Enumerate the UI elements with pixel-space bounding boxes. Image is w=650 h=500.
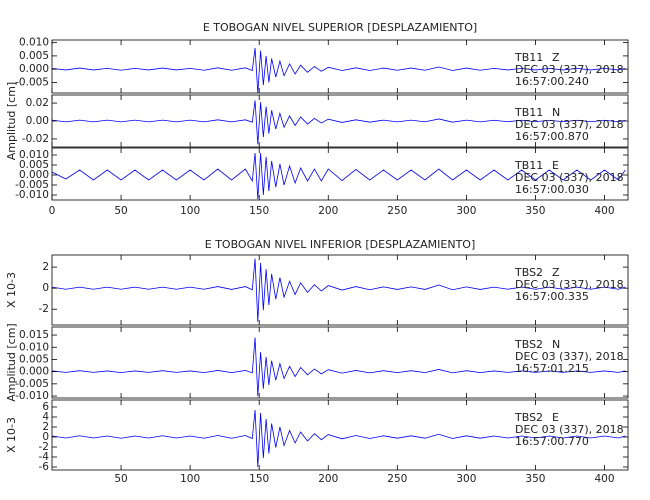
time-label: 16:57:00.030 [515, 183, 589, 196]
y-tick-label: 6 [42, 401, 49, 413]
time-label: 16:57:00.770 [515, 435, 589, 448]
x-tick-label: 400 [594, 473, 614, 485]
y-tick-label: 0.000 [19, 63, 49, 75]
x-tick-label: 300 [456, 473, 476, 485]
date-label: DEC 03 (337), 2018 [515, 350, 624, 363]
seismic-trace [52, 258, 626, 322]
y-tick-label: 0.010 [19, 149, 49, 161]
y-axis-label: X 10-3 [5, 417, 18, 453]
y-tick-label: 0.005 [19, 159, 49, 171]
y-tick-label: 2 [42, 421, 49, 433]
y-tick-label: 0 [42, 282, 49, 294]
date-label: DEC 03 (337), 2018 [515, 118, 624, 131]
x-tick-label: 50 [114, 473, 127, 485]
x-tick-label: 100 [180, 205, 200, 217]
x-tick-label: 300 [456, 205, 476, 217]
panel-frame [51, 326, 629, 399]
seismic-trace [52, 337, 626, 397]
y-axis-label: X 10-3 [5, 272, 18, 308]
y-tick-label: 0.000 [19, 366, 49, 378]
x-tick-label: 400 [594, 205, 614, 217]
y-tick-label: -0.005 [15, 76, 49, 88]
date-label: DEC 03 (337), 2018 [515, 278, 624, 291]
x-tick-label: 250 [387, 205, 407, 217]
y-tick-label: -0.010 [15, 390, 49, 402]
date-label: DEC 03 (337), 2018 [515, 171, 624, 184]
y-tick-label: 0.005 [19, 353, 49, 365]
station-label: TBS2 [514, 266, 543, 279]
x-tick-label: 150 [249, 205, 269, 217]
y-tick-label: 0.00 [26, 115, 49, 127]
x-tick-label: 200 [318, 473, 338, 485]
date-label: DEC 03 (337), 2018 [515, 423, 624, 436]
component-label: E [552, 411, 559, 424]
station-label: TBS2 [514, 338, 543, 351]
station-label: TB11 [514, 106, 543, 119]
y-tick-label: 0.005 [19, 50, 49, 62]
component-label: Z [552, 51, 560, 64]
y-tick-label: 0.000 [19, 169, 49, 181]
time-label: 16:57:01.215 [515, 362, 589, 375]
y-tick-label: -0.005 [15, 378, 49, 390]
panel-frame [51, 147, 629, 201]
y-tick-label: 0 [42, 431, 49, 443]
x-tick-label: 0 [49, 205, 56, 217]
y-tick-label: -6 [39, 461, 50, 473]
chart-title: E TOBOGAN NIVEL SUPERIOR [DESPLAZAMIENTO… [203, 21, 477, 34]
y-tick-label: 4 [42, 411, 49, 423]
seismic-trace [52, 409, 626, 468]
x-tick-label: 350 [525, 473, 545, 485]
component-label: E [552, 159, 559, 172]
component-label: N [552, 106, 560, 119]
panel-frame [51, 39, 629, 94]
component-label: N [552, 338, 560, 351]
time-label: 16:57:00.240 [515, 75, 589, 88]
date-label: DEC 03 (337), 2018 [515, 63, 624, 76]
station-label: TBS2 [514, 411, 543, 424]
chart-title: E TOBOGAN NIVEL INFERIOR [DESPLAZAMIENTO… [205, 238, 476, 251]
y-tick-label: 0.015 [19, 329, 49, 341]
x-tick-label: 100 [180, 473, 200, 485]
y-tick-label: -0.010 [15, 189, 49, 201]
y-axis-label: Amplitud [cm] [5, 323, 18, 401]
seismic-trace [52, 100, 626, 145]
station-label: TB11 [514, 159, 543, 172]
y-tick-label: -0.005 [15, 179, 49, 191]
y-tick-label: -4 [39, 451, 50, 463]
time-label: 16:57:00.870 [515, 130, 589, 143]
station-label: TB11 [514, 51, 543, 64]
panel-frame [51, 254, 629, 326]
y-tick-label: 2 [42, 261, 49, 273]
y-tick-label: -0.02 [22, 133, 49, 145]
x-tick-label: 350 [525, 205, 545, 217]
component-label: Z [552, 266, 560, 279]
y-axis-label: Amplitud [cm] [5, 82, 18, 160]
x-tick-label: 50 [114, 205, 127, 217]
panel-frame [51, 399, 629, 471]
x-tick-label: 200 [318, 205, 338, 217]
seismic-trace [52, 152, 626, 200]
y-tick-label: 0.010 [19, 341, 49, 353]
y-tick-label: -2 [39, 441, 49, 453]
seismic-trace [52, 47, 626, 93]
x-tick-label: 250 [387, 473, 407, 485]
y-tick-label: -2 [39, 303, 49, 315]
y-tick-label: 0.02 [26, 97, 49, 109]
time-label: 16:57:00.335 [515, 290, 589, 303]
x-tick-label: 150 [249, 473, 269, 485]
y-tick-label: 0.010 [19, 37, 49, 49]
